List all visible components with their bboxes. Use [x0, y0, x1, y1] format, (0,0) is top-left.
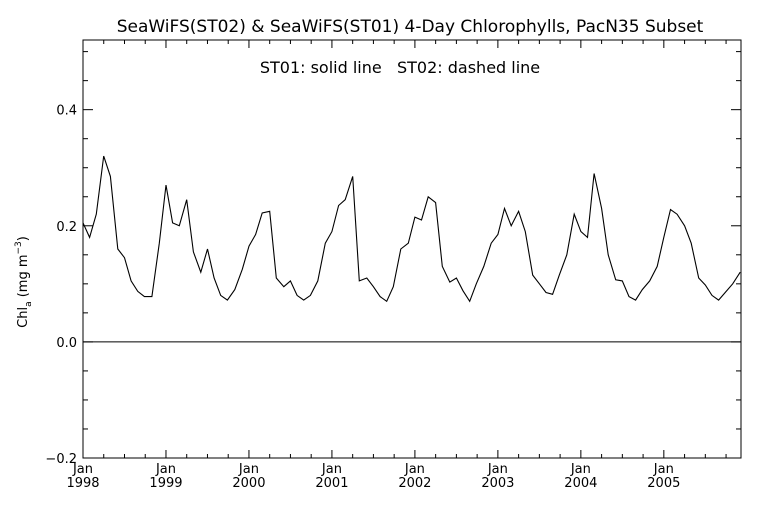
x-tick-year: 2003	[481, 476, 514, 491]
x-tick-year: 2004	[564, 476, 597, 491]
x-tick-year: 1999	[149, 476, 182, 491]
plot-border	[82, 39, 742, 459]
x-tick-year: 1998	[66, 476, 99, 491]
y-tick-label: −0.2	[45, 452, 77, 467]
y-axis: −0.2 0.0 0.2 0.4	[45, 51, 741, 467]
y-label-unit: (mg m	[16, 254, 31, 301]
y-label-exp: −3	[14, 241, 24, 254]
chart-title: SeaWiFS(ST02) & SeaWiFS(ST01) 4-Day Chlo…	[117, 17, 704, 37]
x-tick-year: 2005	[647, 476, 680, 491]
plot-frame	[82, 39, 742, 459]
series-line-st01	[82, 155, 741, 303]
x-tick-year: 2002	[398, 476, 431, 491]
y-label-main: Chl	[16, 307, 31, 328]
x-tick-month: Jan	[72, 462, 93, 477]
x-tick-month: Jan	[653, 462, 674, 477]
x-axis: Jan1998Jan1999Jan2000Jan2001Jan2002Jan20…	[66, 40, 727, 491]
x-tick-month: Jan	[321, 462, 342, 477]
x-tick-year: 2001	[315, 476, 348, 491]
y-tick-label: 0.4	[56, 104, 77, 119]
x-tick-month: Jan	[487, 462, 508, 477]
legend-annotation: ST01: solid line ST02: dashed line	[260, 58, 540, 77]
x-tick-month: Jan	[570, 462, 591, 477]
y-label-sub: a	[24, 301, 34, 307]
x-tick-month: Jan	[238, 462, 259, 477]
y-tick-label: 0.0	[56, 336, 77, 351]
x-tick-year: 2000	[232, 476, 265, 491]
y-tick-label: 0.2	[56, 220, 77, 235]
x-tick-month: Jan	[404, 462, 425, 477]
y-label-close: )	[16, 236, 31, 241]
x-tick-month: Jan	[155, 462, 176, 477]
y-axis-label: Chla (mg m−3)	[14, 236, 34, 328]
series-layer	[82, 155, 741, 303]
